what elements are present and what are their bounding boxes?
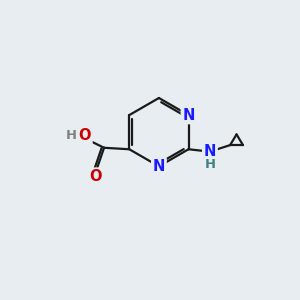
Text: H: H bbox=[66, 129, 77, 142]
Text: N: N bbox=[182, 108, 195, 123]
Text: N: N bbox=[153, 159, 165, 174]
Text: O: O bbox=[89, 169, 102, 184]
Text: N: N bbox=[204, 144, 216, 159]
Text: O: O bbox=[79, 128, 91, 143]
Text: H: H bbox=[204, 158, 215, 171]
